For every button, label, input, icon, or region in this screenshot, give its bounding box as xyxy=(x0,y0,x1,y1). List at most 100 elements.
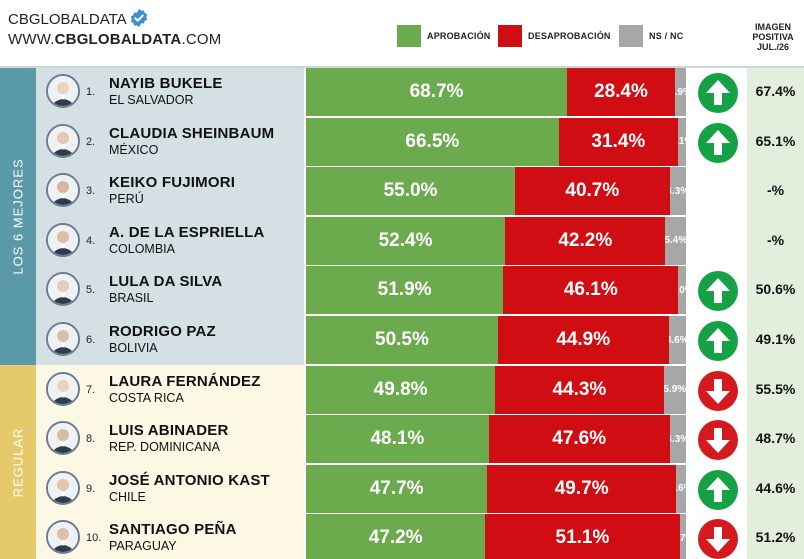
trend-down-arrow-icon xyxy=(697,518,739,559)
leader-name: KEIKO FUJIMORI xyxy=(109,174,236,192)
nsnc-segment: 2.1% xyxy=(678,117,686,166)
person-silhouette-icon xyxy=(48,423,78,454)
legend-nsnc: NS / NC xyxy=(619,25,683,47)
nsnc-segment: 4.3% xyxy=(669,167,686,216)
approval-bar: 50.5%44.9%4.6% xyxy=(306,316,686,364)
leader-name: LAURA FERNÁNDEZ xyxy=(109,372,261,390)
disapproval-segment: 51.1% xyxy=(485,514,680,559)
legend-swatch-desaprobacion xyxy=(498,25,522,47)
imagen-positiva-value: 49.1% xyxy=(755,331,796,347)
group-band-top xyxy=(0,68,304,365)
rank-number: 7. xyxy=(86,383,96,396)
disapproval-segment: 47.6% xyxy=(488,415,670,464)
brand-name: CBGLOBALDATA xyxy=(8,11,127,28)
legend-aprobacion: APROBACIÓN xyxy=(397,25,491,47)
avatar xyxy=(46,322,80,356)
avatar xyxy=(46,470,80,505)
header-divider xyxy=(0,66,804,68)
nsnc-segment: 2.9% xyxy=(674,68,686,116)
leader-name: RODRIGO PAZ xyxy=(109,323,216,340)
legend-swatch-aprobacion xyxy=(397,25,421,47)
group-label-top: LOS 6 MEJORES xyxy=(0,68,36,365)
leader-name: JOSÉ ANTONIO KAST xyxy=(109,471,270,489)
approval-segment: 52.4% xyxy=(306,216,506,265)
person-silhouette-icon xyxy=(48,522,78,553)
leader-name: CLAUDIA SHEINBAUM xyxy=(109,124,275,142)
country-name: PARAGUAY xyxy=(109,539,177,554)
avatar xyxy=(46,421,80,456)
website-url: WWW.CBGLOBALDATA.COM xyxy=(8,31,222,48)
rank-number: 8. xyxy=(86,433,96,446)
disapproval-segment: 44.3% xyxy=(495,365,664,414)
country-name: CHILE xyxy=(109,489,146,504)
legend-label: APROBACIÓN xyxy=(427,31,491,41)
legend-label: NS / NC xyxy=(649,31,684,41)
nsnc-segment: 2.0% xyxy=(678,266,686,315)
imagen-positiva-value: -% xyxy=(766,231,785,248)
approval-bar: 51.9%46.1%2.0% xyxy=(306,266,686,315)
trend-down-arrow-icon xyxy=(697,419,739,461)
approval-bar: 48.1%47.6%4.3% xyxy=(306,415,686,464)
nsnc-segment: 4.3% xyxy=(669,415,686,464)
ranking-row: 4. A. DE LA ESPRIELLA COLOMBIA 52.4% 42.2% 5.… xyxy=(0,216,804,267)
person-silhouette-icon xyxy=(48,224,78,255)
rank-number: 9. xyxy=(86,482,96,495)
imagen-positiva-value: 48.7% xyxy=(755,430,796,447)
leader-name: SANTIAGO PEÑA xyxy=(109,521,237,539)
trend-up-arrow-icon xyxy=(697,270,739,312)
approval-bar: 66.5%31.4%2.1% xyxy=(306,117,686,166)
nsnc-segment: 2.6% xyxy=(676,464,686,513)
imagen-positiva-value: 65.1% xyxy=(755,132,796,149)
nsnc-segment: 5.4% xyxy=(665,216,686,265)
rank-number: 1. xyxy=(86,86,96,98)
person-silhouette-icon xyxy=(48,175,78,206)
imagen-positiva-value: 50.6% xyxy=(755,281,796,298)
person-silhouette-icon xyxy=(48,324,78,354)
group-label-regular: REGULAR xyxy=(0,365,36,559)
disapproval-segment: 40.7% xyxy=(515,167,670,216)
imagen-positiva-value: 55.5% xyxy=(755,380,796,397)
approval-segment: 68.7% xyxy=(306,68,568,116)
country-name: REP. DOMINICANA xyxy=(109,440,220,455)
imagen-positiva-value: 51.2% xyxy=(755,529,796,546)
approval-segment: 48.1% xyxy=(306,415,489,464)
trend-down-arrow-icon xyxy=(697,370,739,412)
person-silhouette-icon xyxy=(48,125,78,156)
approval-bar: 49.8% 44.3% 5.9% xyxy=(306,365,686,414)
header: CBGLOBALDATA WWW.CBGLOBALDATA.COM APROBA… xyxy=(0,0,804,66)
avatar xyxy=(46,371,80,406)
avatar xyxy=(46,272,80,307)
ranking-row: 7. LAURA FERNÁNDEZ COSTA RICA 49.8% 44.3% 5.9… xyxy=(0,365,804,416)
approval-bar: 68.7%28.4%2.9% xyxy=(306,68,686,116)
trend-up-arrow-icon xyxy=(697,320,739,362)
rank-number: 4. xyxy=(86,234,96,247)
avatar xyxy=(46,123,80,158)
rank-number: 10. xyxy=(86,532,102,545)
brand: CBGLOBALDATA xyxy=(8,8,149,30)
disapproval-segment: 31.4% xyxy=(558,117,678,166)
imagen-positiva-value: -% xyxy=(766,182,785,199)
approval-bar: 47.2%51.1%1.7% xyxy=(306,514,686,559)
person-silhouette-icon xyxy=(48,76,78,106)
leader-name: A. DE LA ESPRIELLA xyxy=(109,223,265,241)
ranking-row: 8. LUIS ABINADER REP. DOMINICANA 48.1% 47.6%… xyxy=(0,415,804,465)
ranking-row: 2.CLAUDIA SHEINBAUMMÉXICO66.5%31.4%2.1%6… xyxy=(0,117,804,168)
legend-label: DESAPROBACIÓN xyxy=(528,31,611,41)
approval-bar: 47.7%49.7%2.6% xyxy=(306,464,686,513)
country-name: COLOMBIA xyxy=(109,241,175,256)
nsnc-segment: 5.9% xyxy=(663,365,686,414)
person-silhouette-icon xyxy=(48,373,78,404)
avatar xyxy=(46,520,80,555)
leader-name: LUIS ABINADER xyxy=(109,422,229,440)
approval-segment: 66.5% xyxy=(306,117,559,166)
rank-number: 3. xyxy=(86,185,96,198)
country-name: BOLIVIA xyxy=(109,341,158,355)
avatar xyxy=(46,74,80,108)
ranking-row: 10.SANTIAGO PEÑAPARAGUAY47.2%51.1%1.7%51… xyxy=(0,514,804,559)
imagen-positiva-value: 67.4% xyxy=(755,83,796,99)
